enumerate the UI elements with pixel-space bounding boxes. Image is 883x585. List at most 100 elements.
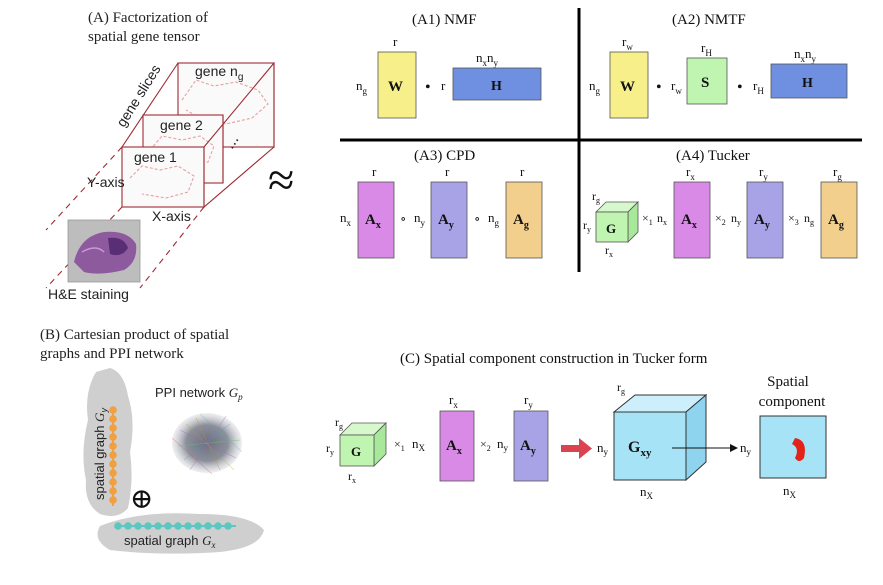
a4-title: (A4) Tucker (676, 148, 750, 164)
c-tensor-gxy (612, 393, 708, 482)
a3-circ-2: ∘ (474, 211, 480, 226)
a4-times-2: ×2 (715, 211, 726, 227)
c-red-arrow (561, 438, 592, 459)
a2-dot-1: • (656, 79, 662, 96)
projection-line (45, 146, 123, 231)
tensor-right-face (203, 63, 275, 209)
he-image (67, 219, 141, 283)
label-y-axis: Y-axis (87, 174, 125, 190)
c-times-1: ×1 (394, 437, 405, 453)
slice-tissue-outline (129, 165, 195, 199)
a2-s-label: S (701, 75, 709, 91)
a1-matrix-h (452, 67, 542, 101)
panel-a3: (A3) CPD Ax r nx ∘ Ay r ny ∘ Ag r ng (340, 148, 543, 259)
a2-rw-top: rw (622, 34, 633, 52)
c-rg: rg (335, 415, 343, 431)
a1-w-label: W (388, 79, 403, 95)
panel-a1: (A1) NMF W r ng • r H nxny (356, 12, 542, 119)
a2-ng: ng (589, 78, 601, 96)
label-spatial-graph-x: spatial graph Gx (124, 533, 215, 550)
c-ny: ny (497, 436, 509, 453)
a2-matrix-w (609, 51, 649, 119)
c-slice-arrow (672, 444, 738, 452)
a2-nxny: nxny (794, 46, 817, 64)
a4-ny: ny (731, 211, 741, 227)
c-comp-ny: ny (740, 440, 752, 457)
a4-matrix-ax (673, 181, 711, 259)
a2-matrix-s (686, 57, 728, 105)
a2-rw-mid: rw (671, 78, 682, 96)
a4-rx-top: rx (686, 164, 695, 182)
a2-title: (A2) NMTF (672, 12, 746, 28)
c-rx-top: rx (449, 392, 458, 410)
spatial-graph-y-blob (83, 368, 133, 516)
c-gxy-rg: rg (617, 380, 625, 396)
c-matrix-ax (439, 410, 475, 482)
a3-r-1: r (372, 164, 377, 179)
panel-a: (A) Factorization of spatial gene tensor (88, 10, 208, 45)
a4-rg-top: rg (833, 164, 842, 182)
c-ry: ry (326, 441, 334, 457)
c-g-label: G (351, 444, 361, 459)
a4-matrix-ag (820, 181, 858, 259)
panel-c: (C) Spatial component construction in Tu… (326, 351, 708, 485)
label-x-axis: X-axis (152, 208, 191, 224)
tensor-top-face (121, 62, 276, 148)
a2-dot-2: • (737, 79, 743, 96)
c-spatial-component (759, 415, 827, 479)
a3-ay-label: Ay (438, 212, 454, 231)
label-ppi-network: PPI network Gp (155, 385, 243, 402)
a4-times-3: ×3 (788, 211, 799, 227)
a3-r-3: r (520, 164, 525, 179)
label-gene-ng: gene ng (195, 63, 243, 83)
a4-times-1: ×1 (642, 211, 653, 227)
a2-matrix-h (770, 63, 848, 99)
a3-nx: nx (340, 210, 352, 228)
a3-ax-label: Ax (365, 212, 381, 231)
a4-ay-label: Ay (754, 212, 770, 231)
a4-ax-label: Ax (681, 212, 697, 231)
a3-ag-label: Ag (513, 212, 529, 231)
a3-matrix-ax (357, 181, 395, 259)
panel-b-title-1: (B) Cartesian product of spatial (40, 327, 229, 343)
spatial-graph-y-nodes (109, 406, 117, 506)
a1-title: (A1) NMF (412, 12, 477, 28)
label-spatial-graph-y: spatial graph Gy (92, 408, 109, 500)
panel-c-title: (C) Spatial component construction in Tu… (400, 351, 708, 367)
a1-matrix-w (377, 51, 417, 119)
a3-title: (A3) CPD (414, 148, 475, 164)
label-he-staining: H&E staining (48, 286, 129, 302)
a1-dot: • (425, 79, 431, 96)
a4-ry-top: ry (759, 164, 768, 182)
a4-nx: nx (657, 211, 667, 227)
a3-circ-1: ∘ (400, 211, 406, 226)
c-gxy-label: Gxy (628, 439, 652, 459)
ppi-network-hairball (171, 413, 243, 475)
a2-w-label: W (620, 79, 635, 95)
c-ax-label: Ax (446, 438, 462, 457)
a1-h-label: H (491, 79, 502, 94)
a4-g-label: G (606, 221, 616, 236)
oplus-symbol: ⊕ (130, 484, 153, 515)
he-tissue-cerebellum (108, 237, 128, 256)
a1-ng: ng (356, 78, 368, 96)
a4-rg: rg (592, 189, 600, 205)
a2-h-label: H (802, 76, 813, 91)
a4-matrix-ay (746, 181, 784, 259)
a3-matrix-ay (430, 181, 468, 259)
panel-a-title-1: (A) Factorization of (88, 10, 208, 26)
a1-r-top: r (393, 34, 398, 49)
a2-rH-top: rH (701, 40, 712, 58)
label-component: component (759, 394, 826, 410)
panel-b-title-2: graphs and PPI network (40, 346, 184, 362)
c-ry-top: ry (524, 392, 533, 410)
a4-core-tensor-g (595, 201, 639, 243)
a3-ng: ng (488, 210, 500, 228)
gene-tensor (45, 62, 276, 289)
label-spatial: Spatial (767, 374, 809, 390)
label-gene-1: gene 1 (134, 149, 177, 165)
c-matrix-ay (513, 410, 549, 482)
a4-ry: ry (583, 218, 591, 234)
a1-r-mid: r (441, 78, 446, 93)
